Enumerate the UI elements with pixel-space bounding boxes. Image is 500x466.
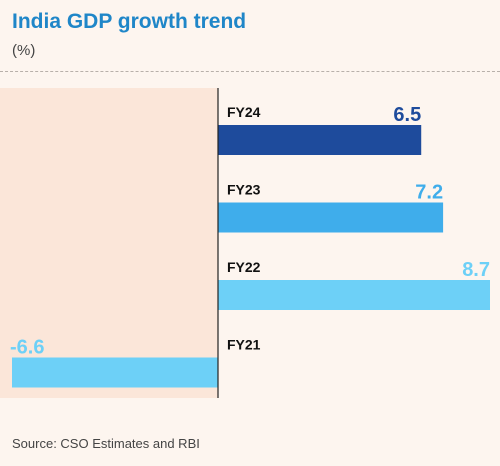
bar-fy22	[218, 280, 490, 310]
bar-fy23	[218, 202, 444, 233]
bar-fy21	[12, 357, 218, 388]
bar-chart: FY24 6.5 FY23 7.2 FY22 8.7 FY21 -6.6	[0, 88, 490, 398]
source-note: Source: CSO Estimates and RBI	[12, 436, 200, 451]
category-label-fy21: FY21	[227, 337, 261, 353]
chart-title: India GDP growth trend	[12, 10, 247, 33]
value-label-fy21: -6.6	[10, 337, 44, 359]
bar-fy24	[218, 125, 422, 155]
chart-subtitle: (%)	[12, 42, 36, 59]
negative-region	[0, 88, 218, 398]
category-label-fy22: FY22	[227, 259, 261, 275]
category-label-fy23: FY23	[227, 182, 261, 198]
value-label-fy22: 8.7	[462, 259, 490, 281]
value-label-fy24: 6.5	[393, 104, 421, 126]
value-label-fy23: 7.2	[415, 182, 443, 204]
header-divider	[0, 71, 500, 72]
category-label-fy24: FY24	[227, 104, 261, 120]
